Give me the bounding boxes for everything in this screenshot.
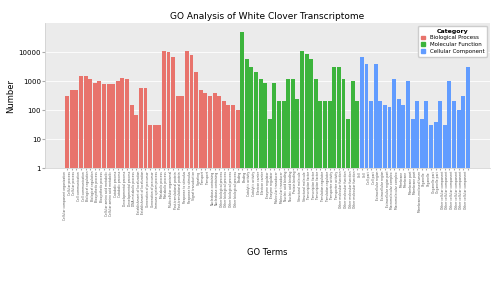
Bar xyxy=(410,119,414,290)
Bar xyxy=(397,99,400,290)
Bar xyxy=(130,105,134,290)
Bar xyxy=(258,79,262,290)
Bar xyxy=(452,102,456,290)
Bar xyxy=(402,105,406,290)
Bar xyxy=(304,54,308,290)
Bar xyxy=(282,102,286,290)
Bar xyxy=(79,76,83,290)
Bar xyxy=(162,51,166,290)
Bar xyxy=(318,102,322,290)
Bar xyxy=(231,105,235,290)
Bar xyxy=(462,96,465,290)
Bar xyxy=(456,110,460,290)
Bar xyxy=(240,32,244,290)
Bar xyxy=(226,105,230,290)
Bar xyxy=(116,81,120,290)
Bar xyxy=(374,64,378,290)
Bar xyxy=(434,122,438,290)
Bar xyxy=(208,96,212,290)
Bar xyxy=(144,88,148,290)
Bar xyxy=(438,102,442,290)
Bar xyxy=(388,107,392,290)
Bar xyxy=(323,102,327,290)
Bar xyxy=(346,119,350,290)
Bar xyxy=(245,59,248,290)
Bar xyxy=(204,93,208,290)
Bar xyxy=(166,52,170,290)
Bar xyxy=(102,84,106,290)
X-axis label: GO Terms: GO Terms xyxy=(247,248,288,257)
Bar xyxy=(383,105,387,290)
Bar xyxy=(356,102,360,290)
Bar xyxy=(415,102,419,290)
Bar xyxy=(332,67,336,290)
Bar xyxy=(199,90,202,290)
Bar xyxy=(148,125,152,290)
Bar xyxy=(88,79,92,290)
Bar xyxy=(70,90,73,290)
Bar xyxy=(93,83,97,290)
Bar xyxy=(360,57,364,290)
Bar xyxy=(236,110,240,290)
Legend: Biological Process, Molecular Function, Cellular Component: Biological Process, Molecular Function, … xyxy=(418,26,487,57)
Bar xyxy=(84,76,87,290)
Bar xyxy=(120,78,124,290)
Bar xyxy=(217,96,221,290)
Bar xyxy=(429,125,433,290)
Bar xyxy=(342,79,345,290)
Bar xyxy=(337,67,341,290)
Bar xyxy=(106,84,110,290)
Bar xyxy=(212,93,216,290)
Bar xyxy=(125,79,129,290)
Bar xyxy=(300,51,304,290)
Bar xyxy=(364,64,368,290)
Bar xyxy=(286,79,290,290)
Bar xyxy=(369,102,373,290)
Bar xyxy=(171,57,175,290)
Bar xyxy=(263,83,267,290)
Bar xyxy=(277,102,281,290)
Bar xyxy=(268,119,272,290)
Bar xyxy=(194,72,198,290)
Bar xyxy=(98,81,102,290)
Y-axis label: Number: Number xyxy=(6,79,16,113)
Bar xyxy=(466,67,470,290)
Bar xyxy=(296,99,300,290)
Bar xyxy=(392,79,396,290)
Bar xyxy=(291,79,295,290)
Bar xyxy=(65,96,69,290)
Bar xyxy=(134,115,138,290)
Bar xyxy=(74,90,78,290)
Bar xyxy=(328,102,332,290)
Bar xyxy=(176,96,180,290)
Bar xyxy=(272,83,276,290)
Bar xyxy=(448,81,452,290)
Bar xyxy=(254,72,258,290)
Bar xyxy=(310,59,313,290)
Bar xyxy=(378,102,382,290)
Bar xyxy=(406,81,410,290)
Bar xyxy=(139,88,143,290)
Bar xyxy=(112,84,115,290)
Bar xyxy=(180,96,184,290)
Bar xyxy=(158,125,161,290)
Bar xyxy=(424,102,428,290)
Bar xyxy=(314,79,318,290)
Bar xyxy=(443,125,446,290)
Bar xyxy=(420,119,424,290)
Title: GO Analysis of White Clover Transcriptome: GO Analysis of White Clover Transcriptom… xyxy=(170,12,364,21)
Bar xyxy=(185,51,189,290)
Bar xyxy=(190,55,194,290)
Bar xyxy=(250,67,254,290)
Bar xyxy=(152,125,156,290)
Bar xyxy=(350,81,354,290)
Bar xyxy=(222,102,226,290)
